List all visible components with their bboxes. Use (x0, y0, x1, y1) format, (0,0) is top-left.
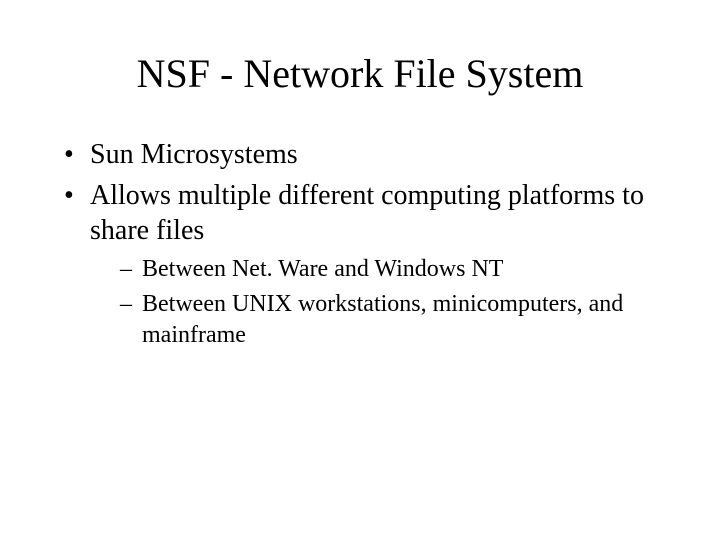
bullet-text: Allows multiple different computing plat… (90, 180, 644, 246)
sub-bullet-text: Between Net. Ware and Windows NT (142, 256, 503, 282)
sub-bullet-text: Between UNIX workstations, minicomputers… (142, 291, 623, 348)
sub-bullet-item: Between UNIX workstations, minicomputers… (120, 289, 670, 351)
slide: NSF - Network File System Sun Microsyste… (0, 0, 720, 540)
bullet-item: Sun Microsystems (62, 137, 670, 172)
sub-bullet-list: Between Net. Ware and Windows NT Between… (90, 254, 670, 352)
bullet-text: Sun Microsystems (90, 139, 298, 170)
slide-title: NSF - Network File System (50, 50, 670, 97)
bullet-item: Allows multiple different computing plat… (62, 178, 670, 352)
bullet-list: Sun Microsystems Allows multiple differe… (50, 137, 670, 352)
sub-bullet-item: Between Net. Ware and Windows NT (120, 254, 670, 285)
